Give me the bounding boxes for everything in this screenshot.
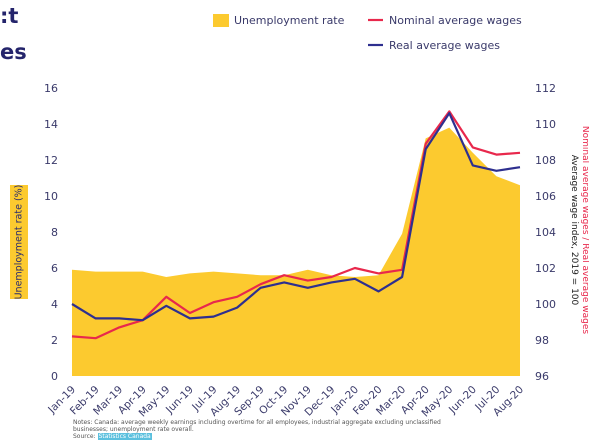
notes-text: Notes: Canada: average weekly earnings i… [73, 419, 441, 433]
left-axis-label-bg [10, 185, 28, 299]
left-tick-label: 2 [51, 334, 58, 347]
right-tick-label: 104 [535, 226, 556, 239]
left-tick-label: 14 [44, 118, 58, 131]
left-tick-label: 6 [51, 262, 58, 275]
right-axis-label: Average wage index, 2019 = 100 [569, 155, 579, 306]
right-axis: 96 98 100 102 104 106 108 110 112 Average wage in… [535, 82, 589, 383]
right-axis-label-nominal: Nominal average wages / Real average wag… [580, 126, 589, 334]
chart-title-fragment: :t [0, 4, 19, 28]
plot-area [71, 110, 521, 376]
left-tick-label: 4 [51, 298, 58, 311]
right-tick-label: 110 [535, 118, 556, 131]
right-tick-label: 100 [535, 298, 556, 311]
real-wages-line [71, 112, 521, 322]
legend-label-unemployment: Unemployment rate [234, 14, 345, 27]
unemployment-area [72, 127, 520, 376]
left-tick-label: 0 [51, 370, 58, 383]
source-link[interactable]: Statistics Canada [97, 433, 152, 440]
left-axis: 0 2 4 6 8 10 12 14 16 Unemployment rate (%) [10, 82, 58, 383]
legend-label-real: Real average wages [389, 39, 500, 52]
legend-swatch-unemployment [213, 14, 229, 27]
chart-title-fragment: es [0, 40, 27, 64]
left-tick-label: 16 [44, 82, 58, 95]
right-tick-label: 96 [535, 370, 549, 383]
x-axis: Jan-19Feb-19Mar-19Apr-19May-19Jun-19Jul-… [45, 384, 526, 420]
nominal-wages-line [71, 110, 521, 340]
chart-legend: Unemployment rate Nominal average wages Re… [213, 14, 522, 52]
right-tick-label: 112 [535, 82, 556, 95]
legend-label-nominal: Nominal average wages [389, 14, 522, 27]
right-tick-label: 106 [535, 190, 556, 203]
chart-notes: Notes: Canada: average weekly earnings i… [73, 419, 473, 440]
right-tick-label: 98 [535, 334, 549, 347]
left-tick-label: 8 [51, 226, 58, 239]
left-tick-label: 10 [44, 190, 58, 203]
left-axis-label: Unemployment rate (%) [14, 185, 25, 300]
right-tick-label: 108 [535, 154, 556, 167]
left-tick-label: 12 [44, 154, 58, 167]
right-tick-label: 102 [535, 262, 556, 275]
source-label: Source: [73, 433, 96, 440]
